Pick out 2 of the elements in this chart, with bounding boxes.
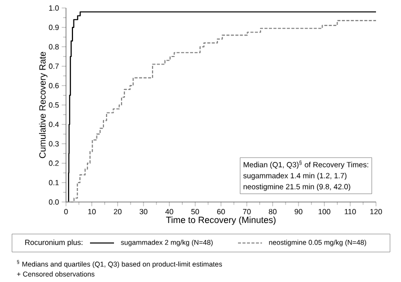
y-axis-title: Cumulative Recovery Rate (39, 52, 48, 158)
x-axis-title: Time to Recovery (Minutes) (166, 216, 276, 225)
